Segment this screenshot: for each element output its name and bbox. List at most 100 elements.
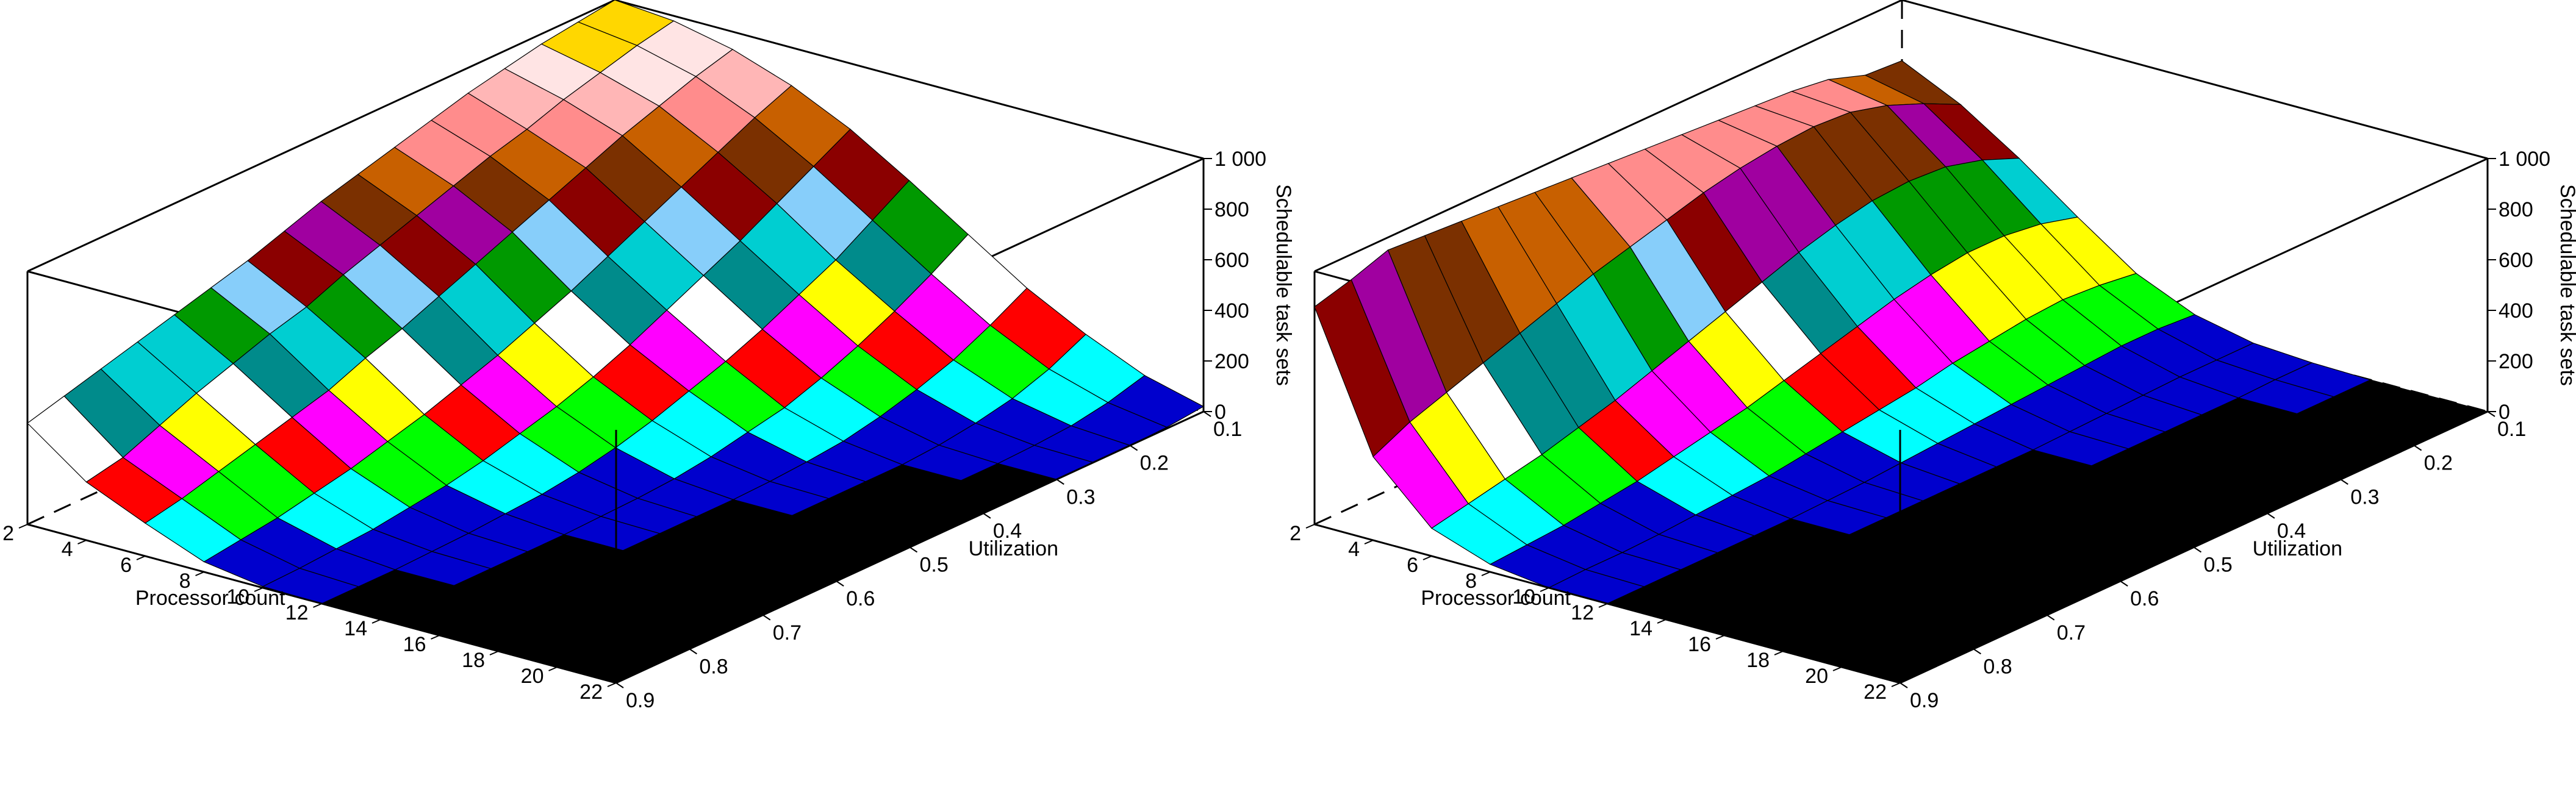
y-tick (2340, 479, 2348, 485)
y-tick-label: 0.7 (2057, 621, 2086, 644)
x-tick (77, 540, 87, 544)
y-tick (1056, 479, 1064, 485)
box-edge-top-left (27, 0, 615, 273)
x-tick-label: 18 (462, 649, 485, 672)
x-tick-label: 8 (179, 569, 191, 593)
x-tick-label: 18 (1746, 649, 1770, 672)
y-axis: 0.1 0.2 0.3 0.4 0.5 0.6 0.7 0.8 0.9 Utilization (1900, 411, 2526, 712)
y-axis-title: Utilization (2253, 537, 2342, 560)
y-tick-label: 0.2 (1140, 452, 1169, 475)
y-tick (836, 580, 844, 587)
x-tick (489, 651, 499, 655)
y-tick-label: 0.9 (626, 689, 655, 712)
box-edge-top-right (1901, 0, 2488, 160)
y-tick-label: 0.2 (2424, 452, 2453, 475)
x-tick-label: 22 (1864, 680, 1887, 704)
x-tick-label: 2 (2, 522, 14, 545)
y-tick-label: 0.3 (2350, 485, 2379, 509)
y-tick (1973, 648, 1981, 655)
x-tick (136, 555, 146, 560)
y-tick (689, 648, 697, 655)
y-tick (1900, 682, 1908, 688)
x-tick (1832, 666, 1842, 671)
x-tick-label: 16 (1688, 633, 1711, 656)
y-axis-title: Utilization (969, 537, 1058, 560)
x-tick-label: 22 (579, 680, 603, 704)
y-tick-label: 0.1 (1213, 418, 1242, 441)
x-tick-label: 4 (1348, 538, 1360, 561)
y-tick (2120, 580, 2128, 587)
x-tick (1481, 571, 1491, 576)
x-tick-label: 20 (521, 665, 544, 688)
chart-left: 2 4 6 8 10 12 14 16 18 20 22 Processor count 0.1 0.2 0… (2, 0, 1295, 712)
x-tick-label: 4 (62, 538, 73, 561)
x-tick-label: 6 (1407, 554, 1418, 577)
y-tick-label: 0.4 (2277, 519, 2306, 543)
y-tick-label: 0.8 (1983, 655, 2012, 678)
y-tick-label: 0.8 (699, 655, 728, 678)
x-tick (1540, 587, 1549, 592)
x-tick-label: 8 (1465, 569, 1477, 593)
y-tick-label: 0.6 (2130, 587, 2159, 610)
y-tick (2267, 513, 2275, 519)
x-tick (1364, 540, 1374, 544)
x-tick-label: 16 (403, 633, 426, 656)
x-tick-label: 12 (285, 601, 309, 624)
y-tick (983, 513, 991, 519)
x-tick (18, 524, 28, 529)
z-tick-label: 1 000 (2499, 148, 2550, 171)
y-tick-label: 0.1 (2497, 418, 2526, 441)
x-tick-label: 12 (1571, 601, 1594, 624)
z-axis-title: Schedulable task sets (1272, 184, 1295, 386)
box-edge-top-right (614, 0, 1204, 160)
x-tick-label: 14 (344, 617, 367, 640)
x-axis-title: Processor count (135, 587, 285, 610)
z-axis: 0 200 400 600 800 1 000 Schedulable task sets (1204, 148, 1295, 424)
y-tick (2047, 614, 2055, 621)
x-tick-label: 20 (1805, 665, 1828, 688)
x-tick (1598, 603, 1608, 608)
surface (27, 0, 1205, 684)
y-tick-label: 0.6 (846, 587, 875, 610)
y-tick-label: 0.5 (920, 554, 949, 577)
x-tick (1715, 635, 1725, 640)
x-tick (431, 635, 440, 640)
z-tick-label: 600 (1214, 249, 1249, 272)
x-tick-label: 6 (120, 554, 132, 577)
z-tick-label: 600 (2499, 249, 2533, 272)
x-tick (1891, 682, 1901, 687)
x-tick (254, 587, 264, 592)
y-tick (909, 546, 918, 553)
y-tick-label: 0.4 (993, 519, 1022, 543)
y-tick-label: 0.9 (1910, 689, 1939, 712)
y-tick (2487, 411, 2495, 417)
y-tick-label: 0.7 (773, 621, 802, 644)
y-tick (2414, 444, 2422, 451)
y-tick (615, 682, 624, 688)
z-tick-label: 800 (2499, 198, 2533, 221)
y-tick (1130, 444, 1138, 451)
x-tick (313, 603, 322, 608)
y-tick (2193, 546, 2202, 553)
y-tick (1203, 411, 1211, 417)
z-tick-label: 200 (1214, 350, 1249, 373)
y-tick (762, 614, 771, 621)
x-tick (1423, 555, 1432, 560)
x-tick (548, 666, 558, 671)
x-tick (195, 571, 204, 576)
x-axis: 2 4 6 8 10 12 14 16 18 20 22 Processor count (2, 522, 617, 704)
z-tick-label: 400 (2499, 299, 2533, 323)
z-axis: 0 200 400 600 800 1 000 Schedulable task sets (2488, 148, 2576, 424)
x-tick-label: 10 (1512, 585, 1535, 609)
z-tick-label: 0 (2499, 401, 2510, 424)
x-tick (371, 619, 381, 624)
x-axis: 2 4 6 8 10 12 14 16 18 20 22 Processor count (1290, 522, 1901, 704)
y-tick-label: 0.5 (2204, 554, 2233, 577)
z-tick-label: 400 (1214, 299, 1249, 323)
x-tick-label: 10 (226, 585, 249, 609)
z-tick-label: 200 (2499, 350, 2533, 373)
z-tick-label: 1 000 (1214, 148, 1266, 171)
surface (1314, 60, 2489, 684)
